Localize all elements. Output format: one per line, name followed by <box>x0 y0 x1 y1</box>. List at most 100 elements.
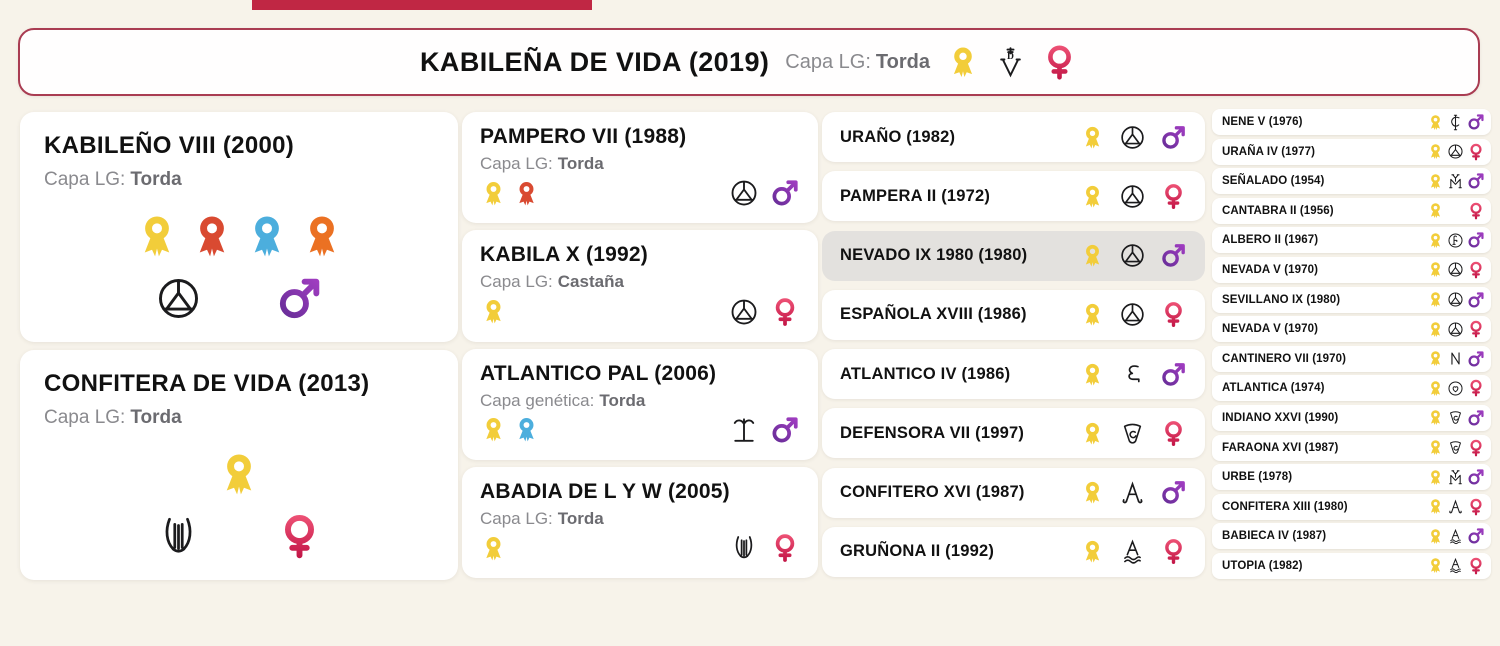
horse-name: GRUÑONA II (1992) <box>840 542 995 561</box>
horse-row[interactable]: ESPAÑOLA XVIII (1986) <box>822 289 1205 340</box>
brand-slot <box>729 297 759 327</box>
horse-row[interactable]: UTOPIA (1982) <box>1212 552 1491 579</box>
horse-row[interactable]: NENE V (1976) <box>1212 109 1491 135</box>
medal-red-icon <box>189 213 235 259</box>
horse-row[interactable]: NEVADA V (1970) <box>1212 256 1491 283</box>
card-icon-row <box>480 178 800 210</box>
male-icon <box>1160 124 1187 151</box>
horse-name: ALBERO II (1967) <box>1222 234 1319 247</box>
horse-card[interactable]: PAMPERO VII (1988) Capa LG: Torda <box>462 112 818 224</box>
horse-row[interactable]: ATLANTICA (1974) <box>1212 375 1491 402</box>
lyre-brand-icon <box>729 533 759 563</box>
horse-row[interactable]: ATLANTICO IV (1986) <box>822 349 1205 400</box>
horse-row[interactable]: NEVADO IX 1980 (1980) <box>822 230 1205 281</box>
horse-row[interactable]: CANTINERO VII (1970) <box>1212 345 1491 372</box>
n-brand-icon <box>1447 350 1464 367</box>
brand-slot <box>1119 242 1146 269</box>
medal-yellow-icon <box>1427 114 1444 131</box>
horse-row[interactable]: FARAONA XVI (1987) <box>1212 434 1491 461</box>
gender-slot <box>1160 420 1187 447</box>
row-icon-group <box>1426 439 1486 457</box>
medals-group <box>480 180 540 207</box>
gender-slot <box>1041 44 1078 81</box>
horse-row[interactable]: ALBERO II (1967) <box>1212 227 1491 254</box>
horse-name: SEVILLANO IX (1980) <box>1222 293 1341 306</box>
medals-group <box>1426 321 1445 338</box>
brand-slot <box>1445 261 1466 278</box>
capa-label: Capa LG: <box>480 272 553 292</box>
medals-group <box>1080 184 1105 209</box>
horse-row[interactable]: CONFITERO XVI (1987) <box>822 467 1205 518</box>
horse-card[interactable]: CONFITERA DE VIDA (2013) Capa LG: Torda <box>20 350 458 580</box>
horse-name: KABILEÑO VIII (2000) <box>44 132 295 159</box>
medals-group <box>1080 243 1105 268</box>
capa-value: Torda <box>557 154 604 173</box>
female-icon <box>1160 183 1187 210</box>
capa-value: Castaña <box>557 272 624 292</box>
male-icon <box>1467 350 1485 368</box>
horse-row[interactable]: URAÑO (1982) <box>822 112 1205 162</box>
horse-row[interactable]: PAMPERA II (1972) <box>822 171 1205 222</box>
horse-capa: Capa LG: Castaña <box>480 272 800 292</box>
male-icon <box>1467 409 1485 427</box>
a-waves-brand-icon <box>1447 557 1464 574</box>
medals-group <box>1426 469 1445 486</box>
horse-row[interactable]: URAÑA IV (1977) <box>1212 138 1491 165</box>
medal-yellow-icon <box>1080 302 1105 327</box>
medals-group <box>480 298 507 325</box>
gender-slot <box>1466 498 1486 516</box>
horse-row[interactable]: BABIECA IV (1987) <box>1212 523 1491 550</box>
brand-slot <box>729 178 759 208</box>
row-icon-group <box>1426 291 1486 309</box>
brand-slot <box>1445 173 1466 190</box>
medals-group <box>1080 539 1105 564</box>
medal-yellow-icon <box>480 180 507 207</box>
female-icon <box>1467 202 1485 220</box>
horse-row[interactable]: URBE (1978) <box>1212 464 1491 491</box>
gender-slot <box>1466 202 1486 220</box>
capa-value: Torda <box>557 508 604 528</box>
horse-row[interactable]: SEVILLANO IX (1980) <box>1212 286 1491 313</box>
medal-yellow-icon <box>1427 557 1444 574</box>
horse-row[interactable]: INDIANO XXVI (1990) <box>1212 404 1491 431</box>
medal-yellow-icon <box>1427 232 1444 249</box>
brand-slot <box>729 415 759 445</box>
horse-card[interactable]: KABILEÑO VIII (2000) Capa LG: Torda <box>20 112 458 342</box>
horse-row[interactable]: SEÑALADO (1954) <box>1212 168 1491 195</box>
female-icon <box>770 533 800 563</box>
gender-slot <box>276 275 323 322</box>
horse-row[interactable]: CANTABRA II (1956) <box>1212 197 1491 224</box>
medals-group <box>1426 380 1445 397</box>
horse-row[interactable]: GRUÑONA II (1992) <box>822 526 1205 577</box>
horse-card[interactable]: KABILA X (1992) Capa LG: Castaña <box>462 230 818 342</box>
medal-yellow-icon <box>216 451 262 497</box>
male-icon <box>1467 527 1485 545</box>
horse-name: PAMPERO VII (1988) <box>480 125 687 148</box>
horse-row[interactable]: DEFENSORA VII (1997) <box>822 408 1205 459</box>
horse-card[interactable]: ABADIA DE L Y W (2005) Capa LG: Torda <box>462 466 818 578</box>
male-icon <box>1160 361 1187 388</box>
gender-slot <box>770 533 800 563</box>
horse-card[interactable]: ATLANTICO PAL (2006) Capa genética: Torda <box>462 348 818 460</box>
gender-slot <box>1160 538 1187 565</box>
medals-group <box>1426 202 1445 219</box>
brand-slot <box>1119 301 1146 328</box>
medal-yellow-icon <box>1427 202 1444 219</box>
row-icon-group <box>1080 183 1187 210</box>
horse-row[interactable]: NEVADA V (1970) <box>1212 316 1491 343</box>
row-icon-group <box>1426 498 1486 516</box>
gender-slot <box>1466 468 1486 486</box>
medal-yellow-icon <box>1427 291 1444 308</box>
brand-gender-group <box>44 275 434 322</box>
horse-name: INDIANO XXVI (1990) <box>1222 411 1339 424</box>
capa-label: Capa LG: <box>480 154 553 173</box>
medals-group <box>946 45 980 79</box>
row-icon-group <box>1426 320 1486 338</box>
brand-slot <box>1445 557 1466 574</box>
gender-slot <box>1160 124 1187 151</box>
horse-name: NEVADA V (1970) <box>1222 323 1319 336</box>
circle-triangle-brand-icon <box>1447 143 1464 160</box>
circle-f-brand-icon <box>1447 232 1464 249</box>
capa-value: Torda <box>130 169 182 190</box>
horse-row[interactable]: CONFITERA XIII (1980) <box>1212 493 1491 520</box>
